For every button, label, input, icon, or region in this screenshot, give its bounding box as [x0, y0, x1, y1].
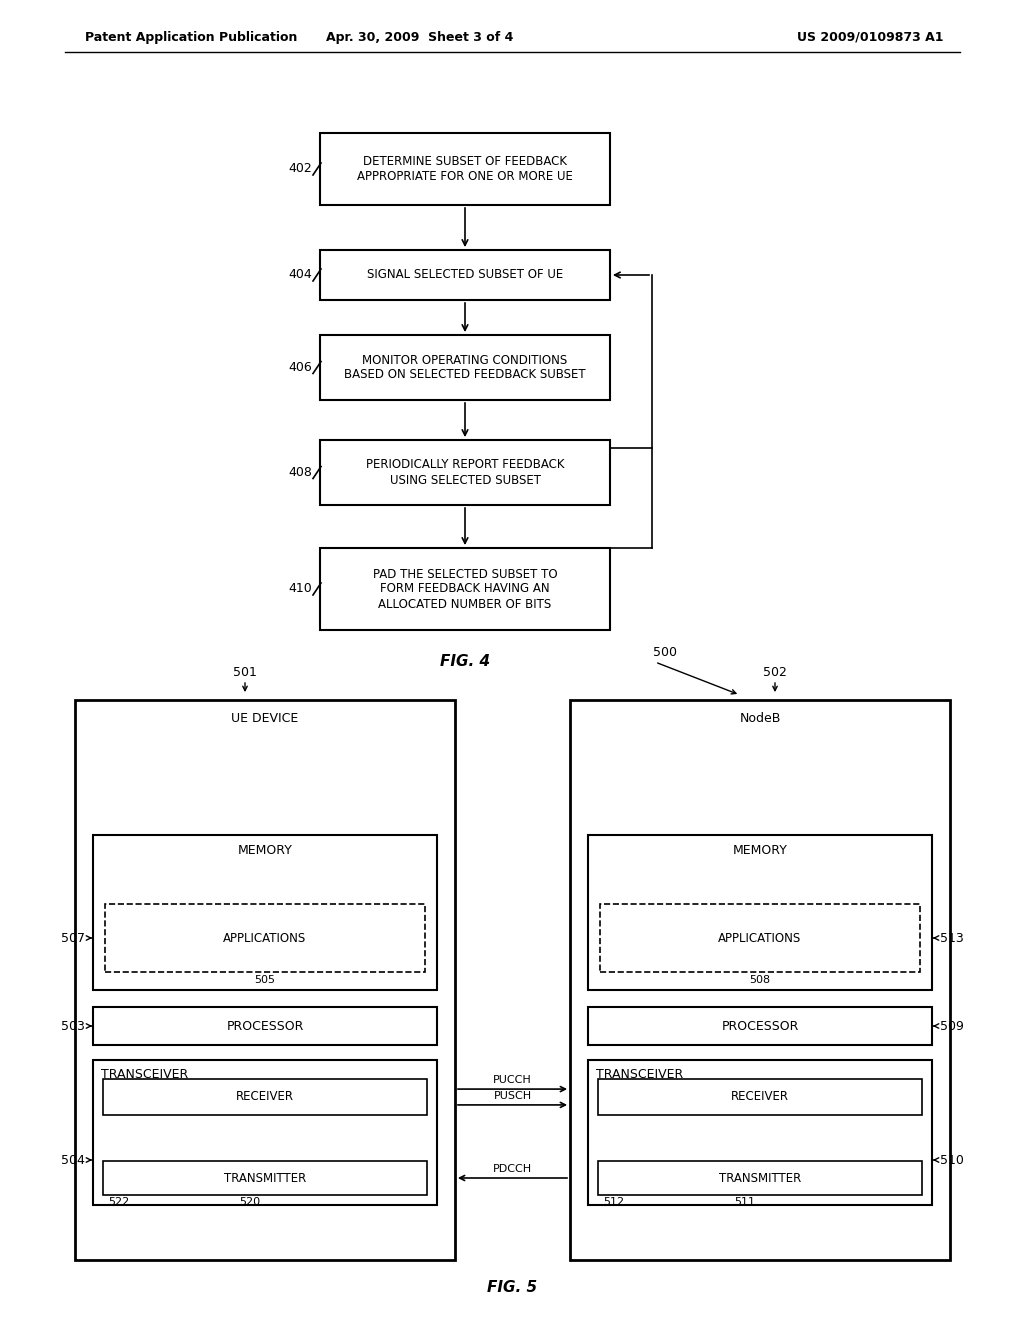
Text: TRANSCEIVER: TRANSCEIVER [101, 1068, 188, 1081]
Bar [319, 335, 610, 400]
Text: 402: 402 [288, 162, 312, 176]
Text: MEMORY: MEMORY [732, 843, 787, 857]
Text: MONITOR OPERATING CONDITIONS
BASED ON SELECTED FEEDBACK SUBSET: MONITOR OPERATING CONDITIONS BASED ON SE… [344, 354, 586, 381]
Text: 508: 508 [750, 975, 771, 985]
Text: 503: 503 [61, 1019, 85, 1032]
Bar [93, 1060, 437, 1205]
Text: MEMORY: MEMORY [238, 843, 293, 857]
Text: NodeB: NodeB [739, 711, 780, 725]
Bar [598, 1162, 922, 1195]
Text: RECEIVER: RECEIVER [236, 1090, 294, 1104]
Text: 520: 520 [239, 1197, 260, 1206]
Text: 500: 500 [653, 645, 677, 659]
Text: PAD THE SELECTED SUBSET TO
FORM FEEDBACK HAVING AN
ALLOCATED NUMBER OF BITS: PAD THE SELECTED SUBSET TO FORM FEEDBACK… [373, 568, 557, 610]
Text: TRANSMITTER: TRANSMITTER [719, 1172, 801, 1184]
Text: Patent Application Publication: Patent Application Publication [85, 30, 297, 44]
Text: TRANSMITTER: TRANSMITTER [224, 1172, 306, 1184]
Bar [93, 1007, 437, 1045]
Text: RECEIVER: RECEIVER [731, 1090, 790, 1104]
Text: US 2009/0109873 A1: US 2009/0109873 A1 [797, 30, 943, 44]
Bar [75, 700, 455, 1261]
Text: DETERMINE SUBSET OF FEEDBACK
APPROPRIATE FOR ONE OR MORE UE: DETERMINE SUBSET OF FEEDBACK APPROPRIATE… [357, 154, 573, 183]
Text: PROCESSOR: PROCESSOR [721, 1019, 799, 1032]
Text: 504: 504 [61, 1154, 85, 1167]
Bar [319, 133, 610, 205]
Bar [319, 548, 610, 630]
Text: 510: 510 [940, 1154, 964, 1167]
Bar [105, 904, 425, 972]
Text: FIG. 5: FIG. 5 [487, 1280, 537, 1295]
Text: UE DEVICE: UE DEVICE [231, 711, 299, 725]
Text: 505: 505 [255, 975, 275, 985]
Text: 404: 404 [288, 268, 312, 281]
Bar [600, 904, 920, 972]
Bar [103, 1162, 427, 1195]
Text: APPLICATIONS: APPLICATIONS [223, 932, 306, 945]
Text: FIG. 4: FIG. 4 [440, 655, 490, 669]
Text: 408: 408 [288, 466, 312, 479]
Text: Apr. 30, 2009  Sheet 3 of 4: Apr. 30, 2009 Sheet 3 of 4 [327, 30, 514, 44]
Text: 509: 509 [940, 1019, 964, 1032]
Text: 522: 522 [108, 1197, 129, 1206]
Text: TRANSCEIVER: TRANSCEIVER [596, 1068, 684, 1081]
Text: 410: 410 [288, 582, 312, 595]
Bar [103, 1078, 427, 1115]
Text: APPLICATIONS: APPLICATIONS [719, 932, 802, 945]
Text: 502: 502 [763, 665, 786, 678]
Text: 512: 512 [603, 1197, 624, 1206]
Bar [598, 1078, 922, 1115]
Bar [570, 700, 950, 1261]
Text: PROCESSOR: PROCESSOR [226, 1019, 304, 1032]
Bar [319, 440, 610, 506]
Text: 511: 511 [734, 1197, 755, 1206]
Text: SIGNAL SELECTED SUBSET OF UE: SIGNAL SELECTED SUBSET OF UE [367, 268, 563, 281]
Bar [319, 249, 610, 300]
Bar [93, 836, 437, 990]
Text: PUSCH: PUSCH [494, 1090, 531, 1101]
Text: 513: 513 [940, 932, 964, 945]
Text: PERIODICALLY REPORT FEEDBACK
USING SELECTED SUBSET: PERIODICALLY REPORT FEEDBACK USING SELEC… [366, 458, 564, 487]
Bar [588, 836, 932, 990]
Text: PUCCH: PUCCH [494, 1074, 531, 1085]
Bar [588, 1060, 932, 1205]
Bar [588, 1007, 932, 1045]
Text: 406: 406 [288, 360, 312, 374]
Text: 507: 507 [61, 932, 85, 945]
Text: PDCCH: PDCCH [493, 1164, 532, 1173]
Text: 501: 501 [233, 665, 257, 678]
